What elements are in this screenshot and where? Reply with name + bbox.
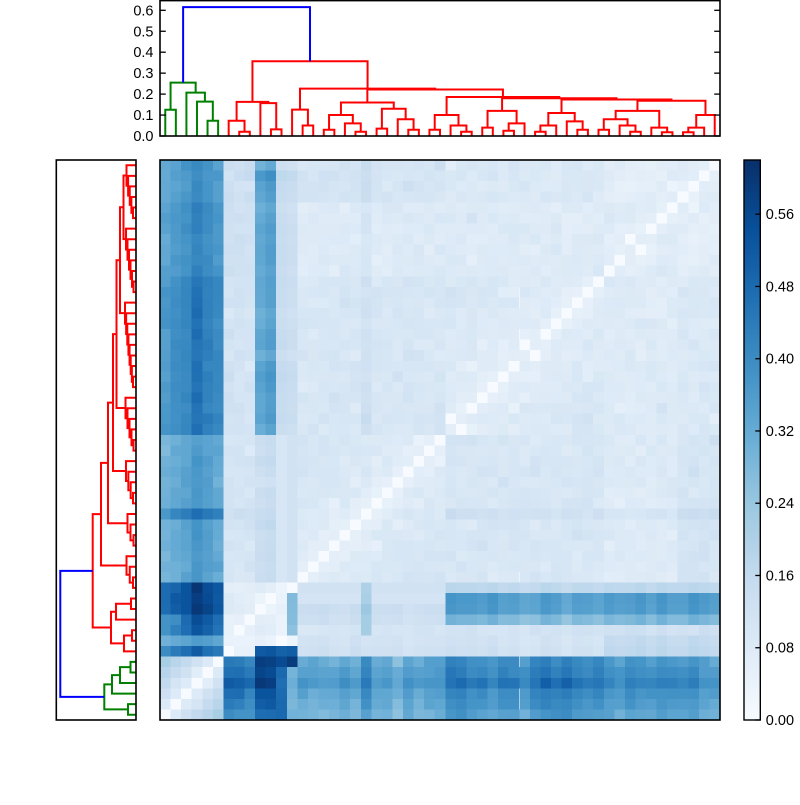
svg-text:0.0: 0.0 [133, 129, 153, 145]
svg-text:0.2: 0.2 [133, 87, 153, 103]
svg-text:0.48: 0.48 [766, 279, 794, 295]
svg-text:0.16: 0.16 [766, 568, 794, 584]
svg-text:0.6: 0.6 [133, 3, 153, 19]
svg-text:0.4: 0.4 [133, 45, 153, 61]
svg-text:0.24: 0.24 [766, 496, 794, 512]
svg-text:0.3: 0.3 [133, 66, 153, 82]
svg-text:0.1: 0.1 [133, 108, 153, 124]
svg-text:0.08: 0.08 [766, 641, 794, 657]
svg-text:0.32: 0.32 [766, 424, 794, 440]
svg-text:0.40: 0.40 [766, 352, 794, 368]
svg-text:0.5: 0.5 [133, 24, 153, 40]
svg-text:0.56: 0.56 [766, 207, 794, 223]
svg-text:0.00: 0.00 [766, 713, 794, 729]
